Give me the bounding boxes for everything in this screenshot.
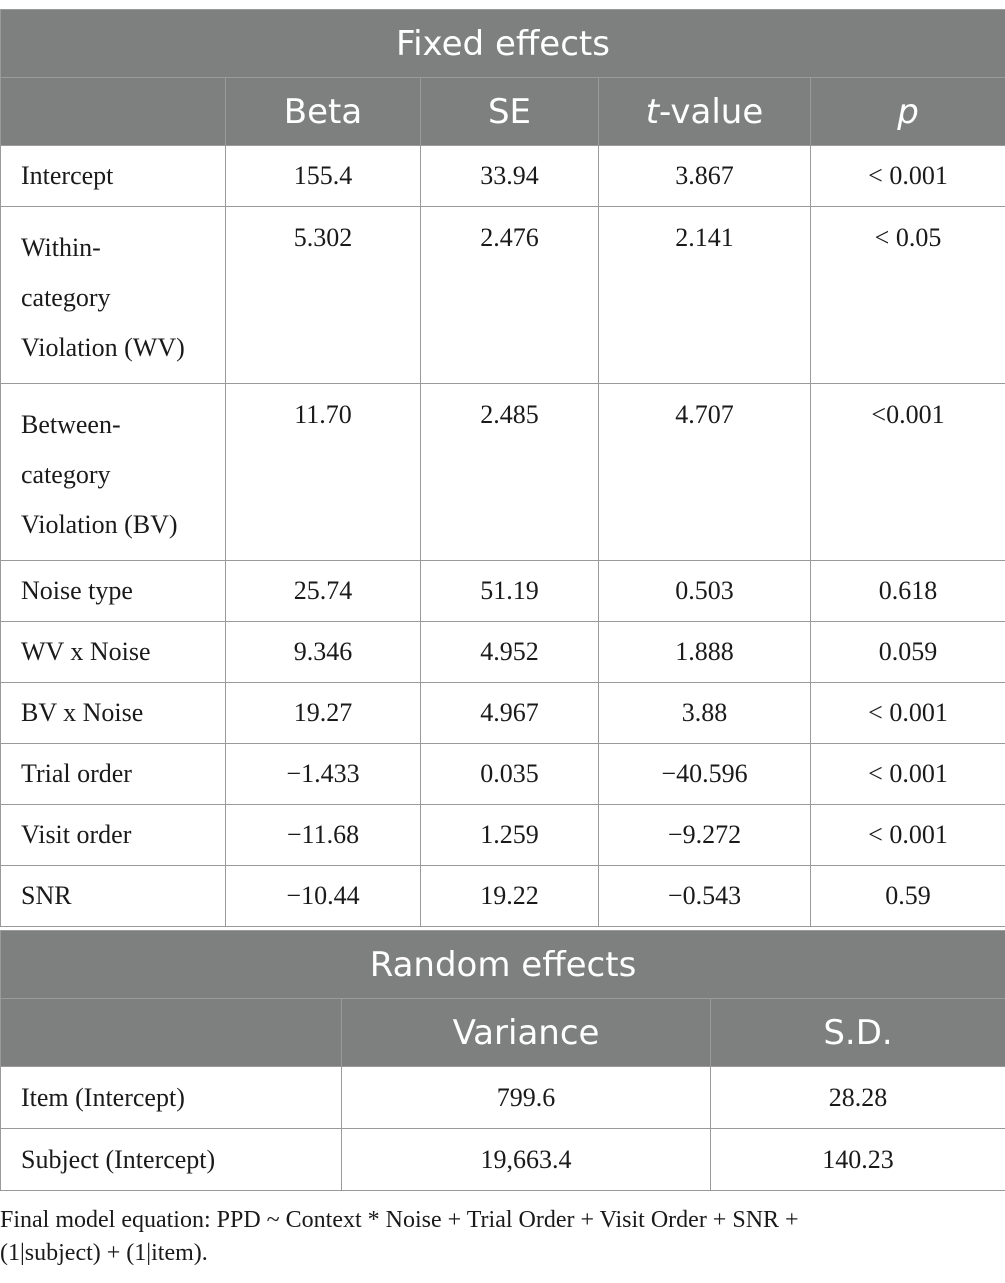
variance-value: 19,663.4	[341, 1128, 711, 1191]
beta-value: 155.4	[225, 145, 421, 207]
row-label: Within-category Violation (WV)	[0, 206, 226, 384]
column-header-empty	[0, 998, 342, 1067]
sd-value: 28.28	[709, 1066, 1005, 1129]
column-header-se: SE	[420, 77, 599, 146]
se-value: 2.476	[420, 206, 599, 384]
beta-value: 11.70	[225, 383, 421, 561]
table-row: Subject (Intercept) 19,663.4 140.23	[0, 1128, 1005, 1191]
p-value: 0.618	[810, 560, 1005, 622]
se-value: 4.967	[420, 682, 599, 744]
t-value: 2.141	[598, 206, 811, 384]
row-label: Trial order	[0, 743, 226, 805]
row-label: Visit order	[0, 804, 226, 866]
sd-value: 140.23	[709, 1128, 1005, 1191]
t-value: 3.88	[598, 682, 811, 744]
table-row: Within-category Violation (WV) 5.302 2.47…	[0, 206, 1005, 384]
t-value: 4.707	[598, 383, 811, 561]
t-value: 1.888	[598, 621, 811, 683]
table-row: Intercept 155.4 33.94 3.867 < 0.001	[0, 145, 1005, 207]
beta-value: 9.346	[225, 621, 421, 683]
beta-value: 25.74	[225, 560, 421, 622]
beta-value: 19.27	[225, 682, 421, 744]
column-header-beta: Beta	[225, 77, 421, 146]
row-label: Subject (Intercept)	[0, 1128, 342, 1191]
table-row: Item (Intercept) 799.6 28.28	[0, 1066, 1005, 1129]
row-label-line: Violation (WV)	[21, 333, 185, 362]
row-label: SNR	[0, 865, 226, 927]
random-effects-title: Random effects	[0, 930, 1005, 999]
row-label-line: Between-	[21, 410, 121, 439]
table-row: Trial order −1.433 0.035 −40.596 < 0.001	[0, 743, 1005, 805]
row-label: WV x Noise	[0, 621, 226, 683]
column-header-variance: Variance	[341, 998, 711, 1067]
random-effects-table: Random effects Variance S.D. Item (Inter…	[0, 930, 1005, 1191]
se-value: 2.485	[420, 383, 599, 561]
p-value: 0.59	[810, 865, 1005, 927]
t-value: 3.867	[598, 145, 811, 207]
t-value: −9.272	[598, 804, 811, 866]
beta-value: −10.44	[225, 865, 421, 927]
beta-value: −1.433	[225, 743, 421, 805]
t-value: −40.596	[598, 743, 811, 805]
se-value: 4.952	[420, 621, 599, 683]
p-value: < 0.001	[810, 682, 1005, 744]
variance-value: 799.6	[341, 1066, 711, 1129]
t-suffix: -value	[659, 91, 764, 132]
row-label: Noise type	[0, 560, 226, 622]
table-row: Visit order −11.68 1.259 −9.272 < 0.001	[0, 804, 1005, 866]
table-row: BV x Noise 19.27 4.967 3.88 < 0.001	[0, 682, 1005, 744]
p-value: <0.001	[810, 383, 1005, 561]
t-value: −0.543	[598, 865, 811, 927]
row-label-line: category	[21, 460, 111, 489]
column-header-sd: S.D.	[709, 998, 1005, 1067]
table-footnote: Final model equation: PPD ~ Context * No…	[0, 1204, 1000, 1270]
column-header-p: p	[810, 77, 1005, 146]
p-value: < 0.05	[810, 206, 1005, 384]
fixed-effects-table: Fixed effects Beta SE t-value p Intercep…	[0, 9, 1005, 927]
p-value: < 0.001	[810, 804, 1005, 866]
row-label: Between-category Violation (BV)	[0, 383, 226, 561]
p-value: 0.059	[810, 621, 1005, 683]
beta-value: 5.302	[225, 206, 421, 384]
se-value: 1.259	[420, 804, 599, 866]
row-label-line: Within-	[21, 233, 101, 262]
table-row: Between-category Violation (BV) 11.70 2.4…	[0, 383, 1005, 561]
beta-value: −11.68	[225, 804, 421, 866]
row-label-line: category	[21, 283, 111, 312]
footnote-line-2: (1|subject) + (1|item).	[0, 1240, 208, 1266]
table-row: SNR −10.44 19.22 −0.543 0.59	[0, 865, 1005, 927]
table-row: Noise type 25.74 51.19 0.503 0.618	[0, 560, 1005, 622]
p-value: < 0.001	[810, 145, 1005, 207]
fixed-effects-title: Fixed effects	[0, 9, 1005, 78]
footnote-line-1: Final model equation: PPD ~ Context * No…	[0, 1207, 799, 1233]
column-header-empty	[0, 77, 226, 146]
se-value: 0.035	[420, 743, 599, 805]
t-value: 0.503	[598, 560, 811, 622]
t-letter: t	[645, 91, 660, 132]
p-value: < 0.001	[810, 743, 1005, 805]
table-row: WV x Noise 9.346 4.952 1.888 0.059	[0, 621, 1005, 683]
row-label: Item (Intercept)	[0, 1066, 342, 1129]
column-header-t-value: t-value	[598, 77, 811, 146]
row-label: Intercept	[0, 145, 226, 207]
se-value: 33.94	[420, 145, 599, 207]
se-value: 19.22	[420, 865, 599, 927]
row-label: BV x Noise	[0, 682, 226, 744]
se-value: 51.19	[420, 560, 599, 622]
row-label-line: Violation (BV)	[21, 510, 178, 539]
